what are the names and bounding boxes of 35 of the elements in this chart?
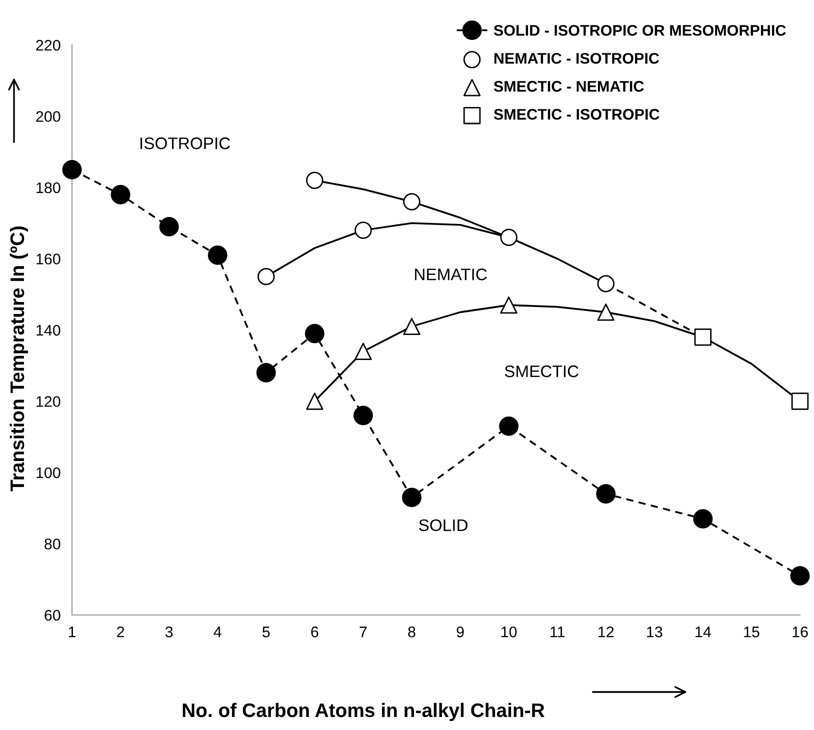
y-axis-title: Transition Temprature In (ºC) [10,226,28,492]
x-tick-label: 16 [792,626,808,638]
legend-label: SMECTIC - ISOTROPIC [494,108,660,120]
x-tick-label: 3 [165,626,173,638]
annotation: ISOTROPIC [140,137,230,150]
x-tick-label: 2 [117,626,124,638]
x-tick-label: 4 [214,626,222,638]
x-tick-label: 13 [647,626,662,638]
x-tick-label: 15 [744,626,760,638]
legend-label: NEMATIC - ISOTROPIC [494,52,660,64]
x-axis-title: No. of Carbon Atoms in n-alkyl Chain-R [182,702,544,721]
legend-label: SOLID - ISOTROPIC OR MESOMORPHIC [494,24,786,36]
y-tick-label: 180 [36,182,60,194]
y-tick-label: 220 [36,40,60,51]
x-tick-label: 11 [550,626,565,638]
x-tick-label: 5 [262,626,270,638]
x-tick-label: 12 [598,626,614,638]
x-tick-label: 8 [408,626,416,638]
x-tick-label: 9 [456,626,464,638]
y-tick-label: 120 [36,396,60,407]
y-tick-label: 100 [36,467,60,478]
x-tick-label: 7 [360,626,367,638]
y-tick-label: 60 [44,610,60,621]
x-tick-label: 14 [696,626,711,638]
y-tick-label: 200 [36,111,60,122]
annotation: SOLID [419,519,468,532]
annotation: NEMATIC [415,268,487,280]
x-tick-label: 10 [501,626,517,638]
x-tick-label: 1 [68,626,76,638]
annotation: SMECTIC [504,365,578,378]
x-tick-label: 6 [311,626,318,638]
y-tick-label: 160 [36,254,60,264]
legend-label: SMECTIC - NEMATIC [494,80,644,92]
y-tick-label: 140 [36,324,60,336]
y-tick-label: 80 [44,538,60,550]
